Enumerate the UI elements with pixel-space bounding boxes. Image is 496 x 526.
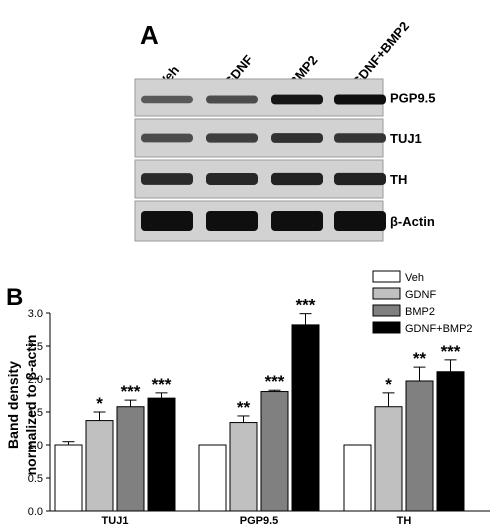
legend-item-gdnf: GDNF [373,288,436,301]
significance-marker: * [385,375,392,394]
band [271,133,323,143]
legend-item-veh: Veh [373,271,424,284]
bar-veh-pgp9-5 [199,445,226,511]
significance-marker: *** [265,372,285,391]
legend-swatch [373,271,400,282]
bar-veh-tuj1 [55,445,82,511]
y-tick-label: 1.0 [28,440,43,452]
band [271,95,323,105]
legend-swatch [373,288,400,299]
blot-actin: β-Actin [135,201,435,241]
bar-veh-th [344,445,371,511]
blot-label-tuj1: TUJ1 [390,131,422,146]
blot-label-actin: β-Actin [390,214,435,229]
legend-label: BMP2 [405,306,435,318]
bar-gdnf-bmp2-tuj1 [148,398,175,511]
blot-tuj1: TUJ1 [135,119,422,157]
band [334,173,386,185]
bar-group-th: *** ***TH [344,342,464,526]
blot-label-pgp9-5: PGP9.5 [390,91,436,106]
legend-label: GDNF [405,289,436,301]
panel-b-label: B [6,284,23,311]
band [271,211,323,231]
band [141,96,193,104]
bar-gdnf-tuj1 [86,421,113,511]
western-blots: PGP9.5 TUJ1 TH β-Actin [135,79,436,241]
legend: Veh GDNF BMP2 GDNF+BMP2 [373,271,473,335]
bar-gdnf-bmp2-th [437,372,464,511]
band [141,211,193,231]
band [206,133,258,142]
blot-label-th: TH [390,172,407,187]
significance-marker: *** [441,342,461,361]
y-tick-label: 0.5 [28,473,43,485]
band [334,211,386,231]
bar-bmp2-th [406,381,433,511]
y-axis-title-line-1: Band density [5,361,21,449]
significance-marker: *** [121,382,141,401]
band [206,96,258,104]
panel-a: A Veh GDNF BMP2 GDNF+BMP2 PGP9.5TUJ1THβ-Act… [135,19,436,241]
x-category-label-tuj1: TUJ1 [102,515,129,526]
bar-gdnf-th [375,407,402,511]
significance-marker: * [96,394,103,413]
y-tick-label: 2.0 [28,374,43,386]
significance-marker: *** [296,296,316,315]
y-tick-label: 3.0 [28,308,43,320]
legend-label: GDNF+BMP2 [405,323,473,335]
bar-bmp2-tuj1 [117,407,144,511]
significance-marker: *** [152,375,172,394]
blot-pgp9-5: PGP9.5 [135,79,436,116]
bar-gdnf-pgp9-5 [230,423,257,511]
bar-bmp2-pgp9-5 [261,392,288,511]
significance-marker: ** [237,398,251,417]
y-tick-label: 2.5 [28,341,43,353]
y-tick-label: 0.0 [28,506,43,518]
band [206,211,258,231]
legend-swatch [373,305,400,316]
band [141,134,193,143]
bar-gdnf-bmp2-pgp9-5 [292,325,319,511]
band [334,133,386,143]
panel-a-label: A [140,20,159,50]
panel-b: B Band density normalized to β-actin 0.0… [5,271,490,526]
band [271,173,323,185]
x-category-label-th: TH [397,515,412,526]
legend-swatch [373,322,400,333]
band [206,173,258,185]
y-tick-label: 1.5 [28,407,43,419]
legend-item-bmp2: BMP2 [373,305,435,318]
bar-group-pgp9-5: ********PGP9.5 [199,296,319,526]
blot-th: TH [135,160,407,198]
band [141,173,193,185]
legend-item-gdnf-bmp2: GDNF+BMP2 [373,322,473,335]
x-category-label-pgp9-5: PGP9.5 [240,515,279,526]
y-axis-title: Band density normalized to β-actin [5,335,39,476]
legend-label: Veh [405,272,424,284]
significance-marker: ** [413,349,427,368]
y-axis-title-line-2: normalized to β-actin [23,335,39,476]
bar-group-tuj1: **** ***TUJ1 [55,375,175,526]
band [334,95,386,105]
